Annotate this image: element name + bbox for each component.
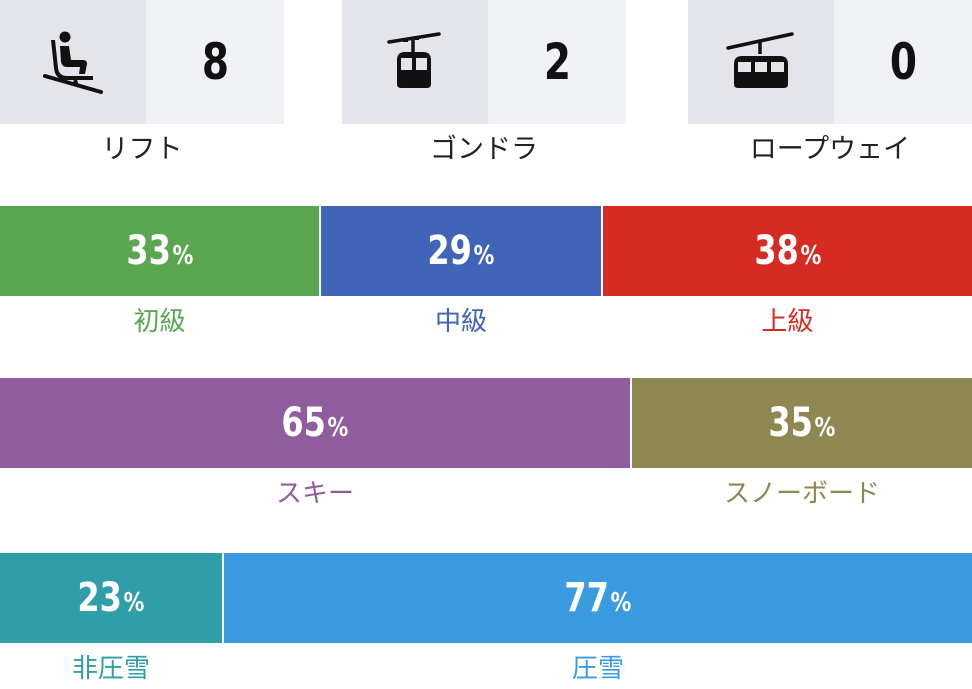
gondola-icon-box xyxy=(342,0,488,124)
advanced-unit: % xyxy=(800,241,821,271)
intermediate-value: 29 xyxy=(427,228,473,274)
groomed-unit: % xyxy=(610,588,632,618)
chairlift-icon-box xyxy=(0,0,146,124)
gondola-icon xyxy=(387,32,441,88)
ski-snowboard-chart: 65% スキー 35% スノーボード xyxy=(0,378,972,514)
advanced-label: 上級 xyxy=(761,307,814,337)
ungroomed-bar: 23% xyxy=(0,553,222,643)
gondola-count: 2 xyxy=(543,33,571,91)
groomed-label: 圧雪 xyxy=(571,654,624,684)
groomed-bar: 77% xyxy=(224,553,972,643)
intermediate-label: 中級 xyxy=(434,307,487,337)
ropeway-icon-box xyxy=(688,0,834,124)
snowboard-bar: 35% xyxy=(632,378,972,468)
groomed-value: 77 xyxy=(564,575,610,621)
groomed-percent: 77% xyxy=(564,575,631,621)
gondola-count-box: 2 xyxy=(488,0,626,124)
chairlift-count-box: 8 xyxy=(146,0,284,124)
beginner-percent: 33% xyxy=(126,228,193,274)
ropeway-count: 0 xyxy=(889,33,917,91)
lift-card-gondola: 2 xyxy=(342,0,626,124)
ungroomed-label: 非圧雪 xyxy=(71,654,150,684)
beginner-bar: 33% xyxy=(0,206,319,296)
groomed-chart: 23% 非圧雪 77% 圧雪 xyxy=(0,553,972,689)
ungroomed-value: 23 xyxy=(77,575,123,621)
ski-unit: % xyxy=(327,413,349,443)
snowboard-percent: 35% xyxy=(768,400,835,446)
gondola-label: ゴンドラ xyxy=(430,134,538,165)
ungroomed-unit: % xyxy=(123,588,145,618)
ropeway-count-box: 0 xyxy=(834,0,972,124)
ski-percent: 65% xyxy=(281,400,348,446)
ropeway-label: ロープウェイ xyxy=(749,134,911,165)
beginner-unit: % xyxy=(172,241,193,271)
beginner-label: 初級 xyxy=(133,307,186,337)
beginner-value: 33 xyxy=(125,228,171,274)
chairlift-count: 8 xyxy=(201,33,229,91)
ungroomed-percent: 23% xyxy=(77,575,144,621)
snowboard-label: スノーボード xyxy=(723,479,880,509)
advanced-bar: 38% xyxy=(603,206,972,296)
ski-value: 65 xyxy=(281,400,327,446)
snowboard-value: 35 xyxy=(768,400,814,446)
difficulty-chart: 33% 初級 29% 中級 38% 上級 xyxy=(0,206,972,342)
intermediate-unit: % xyxy=(473,241,495,271)
ski-bar: 65% xyxy=(0,378,630,468)
chairlift-icon xyxy=(43,31,103,94)
ski-label: スキー xyxy=(275,479,354,509)
advanced-percent: 38% xyxy=(754,228,821,274)
intermediate-percent: 29% xyxy=(427,228,494,274)
ropeway-icon xyxy=(726,32,794,88)
lift-card-ropeway: 0 xyxy=(688,0,972,124)
lift-card-chairlift: 8 xyxy=(0,0,284,124)
advanced-value: 38 xyxy=(753,228,799,274)
intermediate-bar: 29% xyxy=(321,206,601,296)
chairlift-label: リフト xyxy=(101,134,183,165)
snowboard-unit: % xyxy=(814,413,836,443)
